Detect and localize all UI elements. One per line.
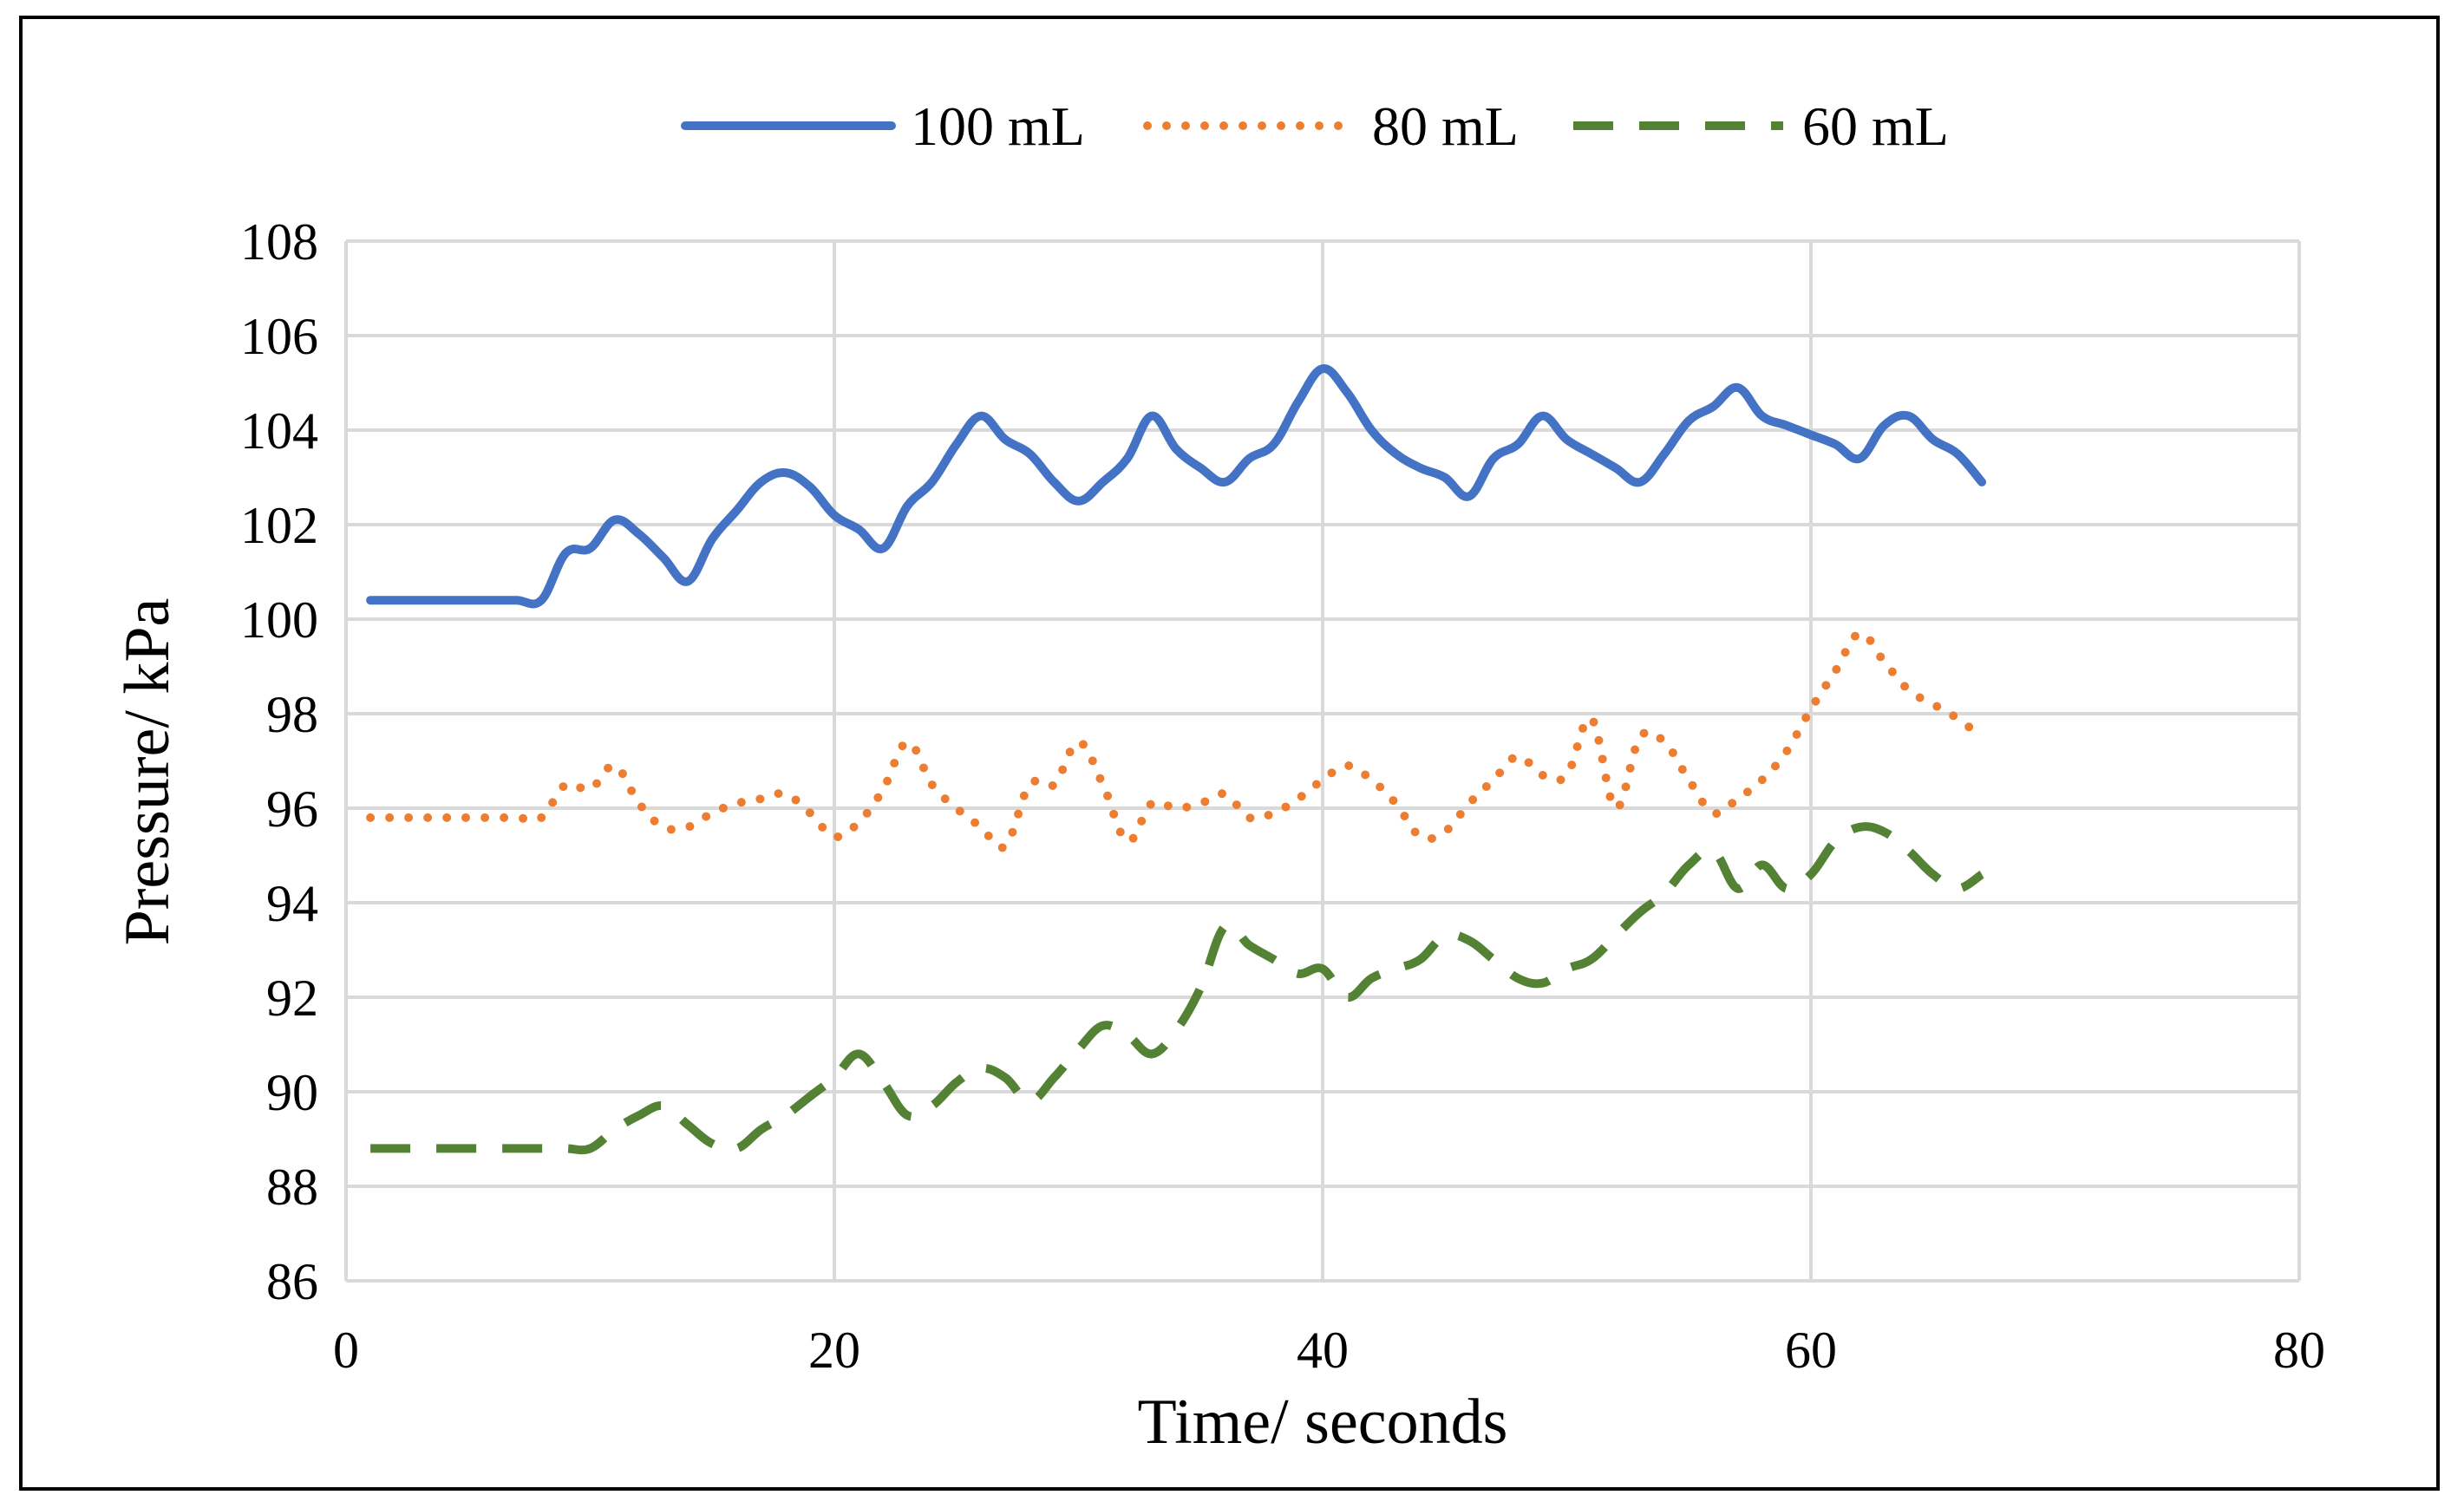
legend-label: 100 mL xyxy=(911,95,1085,157)
y-tick-label: 94 xyxy=(266,875,318,932)
x-tick-label: 80 xyxy=(2273,1322,2325,1379)
legend-label: 60 mL xyxy=(1802,95,1949,157)
y-tick-label: 100 xyxy=(240,591,318,649)
y-tick-label: 108 xyxy=(240,213,318,271)
chart-frame: 86 88 90 92 94 96 98 100 102 104 106 108 0 20 40 60 80 1… xyxy=(19,16,2440,1491)
y-axis-title: Pressure/ kPa xyxy=(112,598,183,946)
x-tick-label: 20 xyxy=(808,1322,860,1379)
line-chart: 86 88 90 92 94 96 98 100 102 104 106 108 0 20 40 60 80 1… xyxy=(112,95,2325,1458)
y-tick-label: 102 xyxy=(240,497,318,554)
x-tick-label: 60 xyxy=(1785,1322,1837,1379)
y-tick-label: 104 xyxy=(240,402,318,460)
series-line-60-ml xyxy=(370,822,1984,1155)
series-layer xyxy=(366,364,1987,1155)
y-tick-label: 96 xyxy=(266,780,318,838)
tick-label-layer: 86 88 90 92 94 96 98 100 102 104 106 108 0 20 40 60 80 xyxy=(240,213,2325,1379)
y-tick-label: 98 xyxy=(266,686,318,743)
y-tick-label: 86 xyxy=(266,1253,318,1310)
grid-layer xyxy=(344,239,2301,1283)
x-axis-title: Time/ seconds xyxy=(1138,1387,1508,1458)
x-tick-label: 40 xyxy=(1297,1322,1349,1379)
series-line-80-ml xyxy=(366,629,1987,852)
y-tick-label: 92 xyxy=(266,969,318,1027)
legend: 100 mL 80 mL 60 mL xyxy=(681,95,1949,157)
y-tick-label: 88 xyxy=(266,1159,318,1216)
series-line-100-ml xyxy=(366,364,1987,609)
y-tick-label: 90 xyxy=(266,1064,318,1121)
x-tick-label: 0 xyxy=(333,1322,359,1379)
legend-label: 80 mL xyxy=(1372,95,1519,157)
y-tick-label: 106 xyxy=(240,308,318,365)
